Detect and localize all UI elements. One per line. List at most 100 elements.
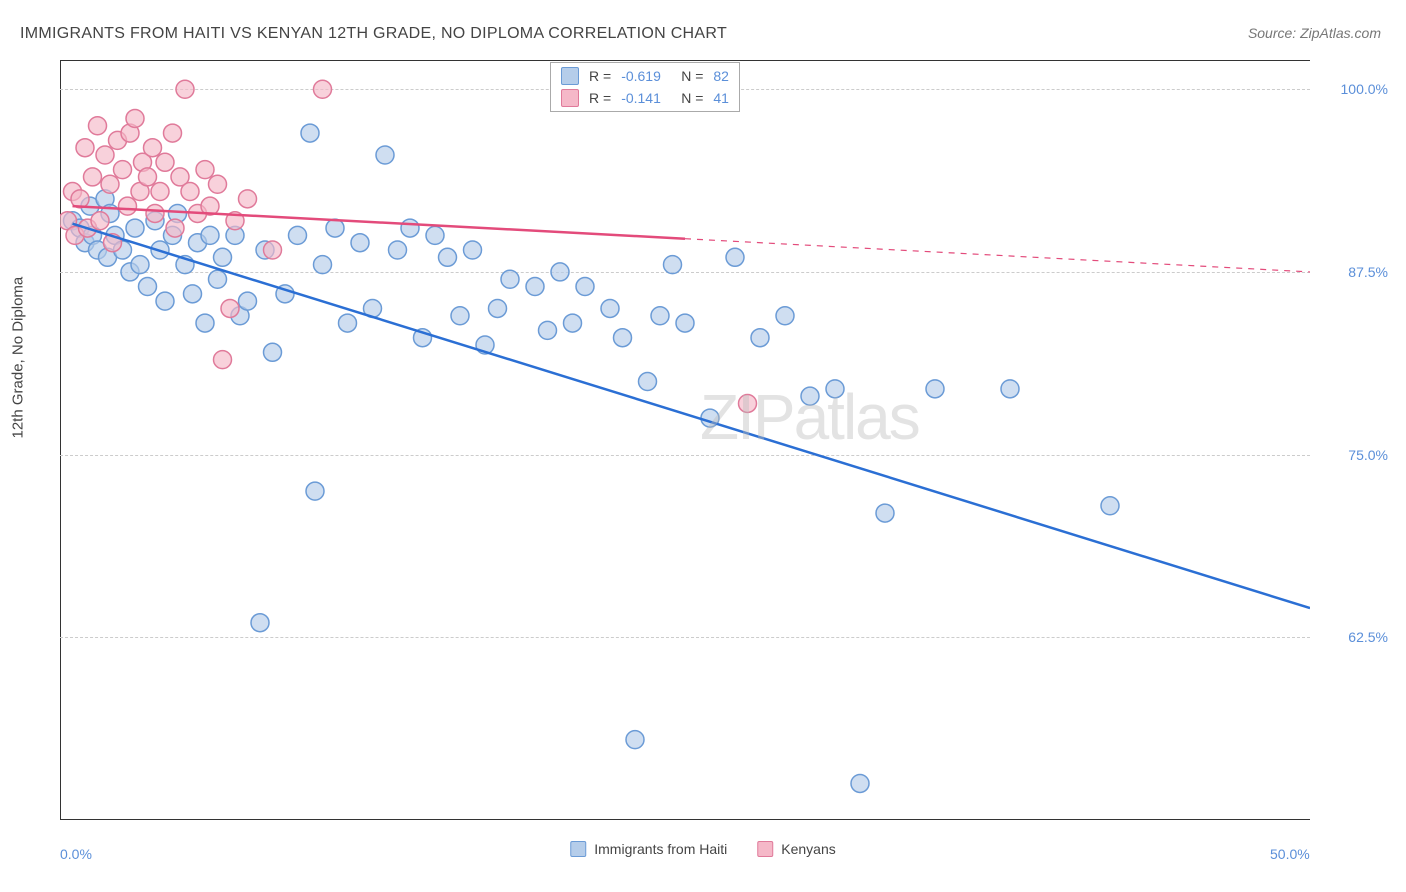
scatter-point [1101,497,1119,515]
scatter-point [301,124,319,142]
scatter-point [376,146,394,164]
scatter-point [156,292,174,310]
stats-n-label: N = [681,68,703,84]
scatter-point [289,226,307,244]
scatter-point [96,146,114,164]
scatter-point [326,219,344,237]
scatter-point [826,380,844,398]
scatter-point [564,314,582,332]
scatter-point [614,329,632,347]
y-tick-label: 75.0% [1348,447,1388,463]
scatter-point [426,226,444,244]
scatter-point [176,80,194,98]
y-tick-label: 87.5% [1348,264,1388,280]
scatter-point [151,183,169,201]
scatter-point [401,219,419,237]
y-tick-label: 62.5% [1348,629,1388,645]
stats-r-value: -0.619 [621,68,671,84]
scatter-point [314,80,332,98]
scatter-point [926,380,944,398]
scatter-point [76,139,94,157]
scatter-point [389,241,407,259]
y-tick-label: 100.0% [1341,81,1388,97]
scatter-point [489,299,507,317]
bottom-legend: Immigrants from Haiti Kenyans [570,841,836,857]
legend-label: Kenyans [781,841,835,857]
scatter-point [196,161,214,179]
scatter-point [264,343,282,361]
scatter-point [146,204,164,222]
scatter-point [664,256,682,274]
scatter-point [221,299,239,317]
scatter-point [526,278,544,296]
scatter-point [209,270,227,288]
scatter-point [551,263,569,281]
scatter-point [776,307,794,325]
scatter-point [196,314,214,332]
legend-item: Immigrants from Haiti [570,841,727,857]
stats-swatch [561,89,579,107]
scatter-point [651,307,669,325]
scatter-point [91,212,109,230]
x-tick-label: 50.0% [1270,846,1310,862]
scatter-point [539,321,557,339]
stats-legend-box: R = -0.619 N = 82R = -0.141 N = 41 [550,62,740,112]
scatter-point [166,219,184,237]
scatter-point [576,278,594,296]
stats-row: R =-0.141N =41 [551,87,739,109]
scatter-point [626,731,644,749]
chart-title: IMMIGRANTS FROM HAITI VS KENYAN 12TH GRA… [20,25,727,43]
scatter-point [139,278,157,296]
scatter-point [89,117,107,135]
scatter-point [739,394,757,412]
stats-swatch [561,67,579,85]
scatter-point [351,234,369,252]
scatter-point [209,175,227,193]
scatter-point [239,190,257,208]
scatter-point [239,292,257,310]
legend-item: Kenyans [757,841,835,857]
scatter-point [601,299,619,317]
scatter-point [464,241,482,259]
scatter-point [751,329,769,347]
stats-r-label: R = [589,68,611,84]
scatter-point [184,285,202,303]
scatter-point [156,153,174,171]
scatter-point [126,219,144,237]
scatter-point [639,373,657,391]
scatter-point [676,314,694,332]
trend-line-solid [73,224,1311,608]
trend-line-dashed [685,239,1310,272]
legend-swatch [570,841,586,857]
scatter-point [501,270,519,288]
stats-n-label: N = [681,90,703,106]
scatter-point [726,248,744,266]
scatter-plot-svg [60,60,1310,820]
legend-swatch [757,841,773,857]
scatter-point [306,482,324,500]
scatter-point [131,256,149,274]
scatter-point [314,256,332,274]
stats-row: R = -0.619 N = 82 [551,65,739,87]
scatter-point [439,248,457,266]
stats-n-value: 82 [713,68,729,84]
scatter-point [164,124,182,142]
scatter-point [339,314,357,332]
x-tick-label: 0.0% [60,846,92,862]
source-attribution: Source: ZipAtlas.com [1248,25,1381,41]
scatter-point [181,183,199,201]
scatter-point [144,139,162,157]
scatter-point [851,774,869,792]
stats-r-value: -0.141 [621,90,671,106]
scatter-point [101,175,119,193]
y-axis-label: 12th Grade, No Diploma [10,277,27,439]
scatter-point [876,504,894,522]
scatter-point [801,387,819,405]
scatter-point [264,241,282,259]
stats-n-value: 41 [713,90,729,106]
scatter-point [201,226,219,244]
scatter-point [1001,380,1019,398]
scatter-point [126,109,144,127]
scatter-point [214,351,232,369]
scatter-point [84,168,102,186]
